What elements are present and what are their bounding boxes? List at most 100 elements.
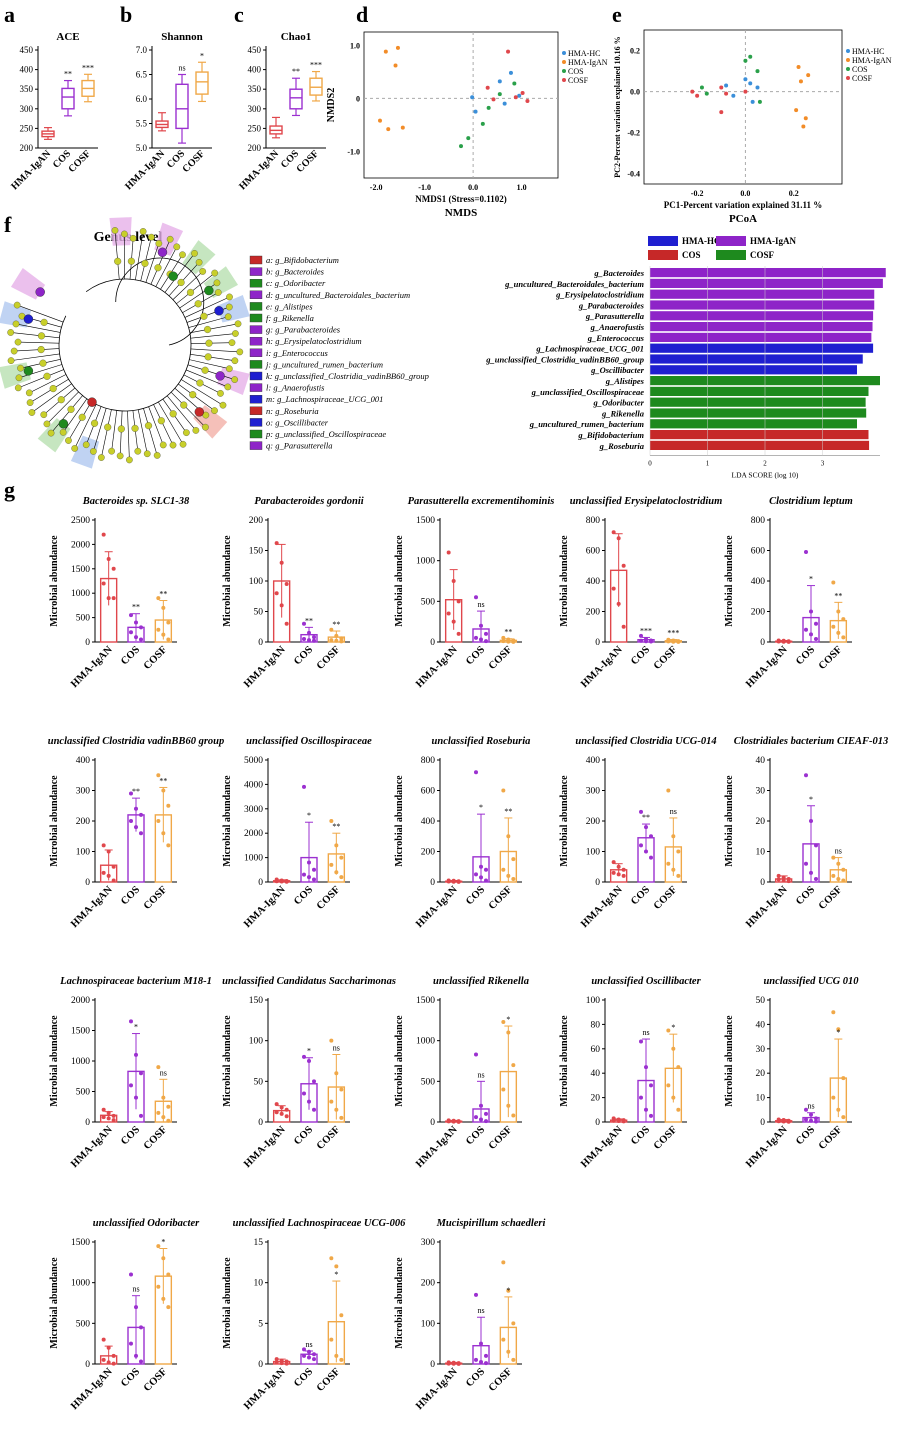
lda-bar-label: g_Lachnospiraceae_UCG_001	[535, 344, 644, 354]
data-point	[501, 867, 506, 872]
abundance-panel-title: unclassified Lachnospiraceae UCG-006	[233, 1218, 406, 1229]
x-tick-label: 1	[706, 460, 710, 468]
clade-node	[211, 269, 219, 277]
clade-branch	[145, 243, 160, 283]
data-point	[312, 867, 316, 872]
data-point	[161, 788, 166, 793]
scatter-point	[513, 95, 518, 100]
clade-node	[234, 320, 242, 328]
significance-mark: **	[504, 807, 512, 816]
x-tick-label: 0.0	[468, 183, 478, 192]
data-point	[156, 596, 161, 601]
y-tick-label: 0	[760, 638, 765, 648]
data-point	[841, 878, 846, 883]
legend-marker	[562, 51, 566, 55]
clade-branch	[114, 230, 120, 280]
data-point	[307, 875, 311, 880]
data-point	[831, 855, 836, 860]
data-point	[161, 1256, 166, 1261]
data-point	[506, 834, 511, 839]
y-tick-label: 800	[586, 516, 601, 526]
clade-node	[219, 401, 227, 409]
x-axis-label: LDA SCORE (log 10)	[732, 471, 799, 480]
clade-enriched-node	[214, 306, 224, 316]
clade-branch	[46, 391, 79, 425]
clade-node	[144, 422, 153, 430]
clade-node	[12, 320, 20, 328]
data-point	[279, 1111, 284, 1116]
significance-mark: *	[506, 1286, 510, 1295]
scatter-point	[395, 45, 400, 50]
data-point	[284, 1107, 289, 1112]
y-tick-label: 250	[20, 123, 34, 133]
y-tick-label: 0	[85, 1118, 90, 1128]
data-point	[312, 638, 316, 643]
clade-branch	[140, 237, 152, 281]
data-point	[786, 639, 791, 644]
legend-label: COSF	[852, 74, 873, 83]
data-point	[334, 1071, 339, 1076]
clade-node	[169, 410, 177, 418]
data-point	[644, 849, 648, 854]
clade-node	[39, 359, 47, 367]
data-point	[781, 1119, 786, 1124]
y-tick-label: 2000	[71, 996, 90, 1006]
significance-mark: *	[671, 1023, 675, 1032]
clade-node	[71, 445, 79, 452]
legend-label: i: g_Enterococcus	[266, 348, 328, 358]
clade-node	[157, 417, 165, 425]
data-point	[644, 825, 648, 830]
y-tick-label: 1000	[416, 1037, 435, 1047]
data-point	[106, 557, 111, 562]
legend-label: COSF	[568, 76, 589, 85]
data-point	[312, 877, 316, 882]
lda-bar-label: g_Bifidobacterium	[577, 430, 644, 440]
data-point	[161, 1115, 166, 1120]
clade-branch	[18, 364, 63, 379]
cladogram	[0, 217, 250, 469]
clade-node	[7, 357, 15, 364]
y-tick-label: 100	[586, 848, 601, 858]
data-point	[274, 1357, 279, 1362]
clade-highlight	[0, 301, 32, 328]
box	[61, 87, 75, 110]
clade-node	[116, 452, 124, 460]
y-tick-label: 1000	[71, 589, 90, 599]
clade-node	[10, 347, 18, 355]
legend-swatch	[716, 250, 746, 260]
y-tick-label: 50	[756, 996, 766, 1006]
significance-mark: ***	[667, 629, 679, 638]
y-tick-label: 0	[595, 638, 600, 648]
data-point	[511, 876, 516, 881]
clade-node	[173, 243, 181, 251]
legend-swatch	[249, 267, 263, 276]
box	[195, 71, 209, 95]
data-point	[334, 638, 339, 643]
boxplot-title: Chao1	[281, 31, 312, 43]
legend-swatch	[249, 371, 263, 381]
data-point	[611, 1118, 616, 1123]
data-point	[111, 596, 116, 601]
y-tick-label: 5	[258, 1319, 263, 1329]
data-point	[307, 638, 311, 643]
significance-mark: *	[307, 1047, 311, 1056]
data-point	[161, 605, 166, 610]
data-point	[329, 627, 334, 632]
lda-bar-label: g_Bacteroides	[593, 268, 644, 278]
data-point	[639, 1095, 643, 1100]
data-point	[274, 1110, 279, 1115]
data-point	[339, 1357, 344, 1362]
legend-swatch	[249, 290, 263, 299]
legend-label: e: g_Alistipes	[266, 301, 313, 311]
clade-enriched-node	[157, 247, 168, 257]
data-point	[781, 878, 786, 883]
data-point	[161, 632, 166, 637]
y-tick-label: 20	[591, 1094, 601, 1104]
data-point	[101, 843, 106, 848]
data-point	[666, 639, 671, 644]
clade-enriched-node	[194, 407, 205, 417]
data-point	[814, 843, 818, 848]
data-point	[339, 1087, 344, 1092]
y-tick-label: 0	[356, 94, 360, 103]
panel-label-c: c	[234, 2, 244, 27]
